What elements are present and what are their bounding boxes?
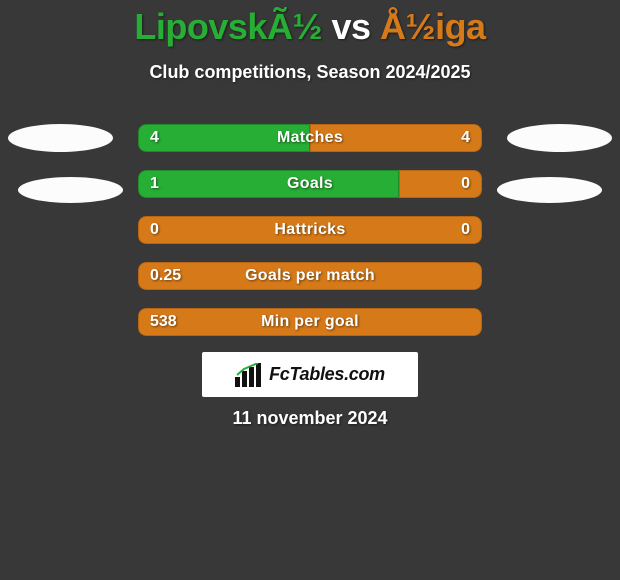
stat-row-matches: 4 Matches 4 bbox=[138, 124, 482, 152]
avatar-placeholder-left-2 bbox=[18, 177, 123, 203]
stat-label: Hattricks bbox=[138, 216, 482, 244]
title-player1: LipovskÃ½ bbox=[134, 6, 322, 47]
stat-label: Goals bbox=[138, 170, 482, 198]
stat-label: Goals per match bbox=[138, 262, 482, 290]
stats-container: 4 Matches 4 1 Goals 0 0 Hattricks 0 0.25… bbox=[138, 124, 482, 354]
stat-value-right: 0 bbox=[461, 216, 470, 244]
page-title: LipovskÃ½ vs Å½iga bbox=[0, 0, 620, 48]
stat-row-goals: 1 Goals 0 bbox=[138, 170, 482, 198]
stat-label: Matches bbox=[138, 124, 482, 152]
subtitle: Club competitions, Season 2024/2025 bbox=[0, 62, 620, 83]
chart-icon bbox=[235, 363, 263, 387]
title-player2: Å½iga bbox=[380, 6, 486, 47]
stat-value-right: 0 bbox=[461, 170, 470, 198]
brand-link[interactable]: FcTables.com bbox=[202, 352, 418, 397]
avatar-placeholder-right-2 bbox=[497, 177, 602, 203]
stat-row-min-per-goal: 538 Min per goal bbox=[138, 308, 482, 336]
stat-value-right: 4 bbox=[461, 124, 470, 152]
title-vs: vs bbox=[331, 6, 370, 47]
avatar-placeholder-left-1 bbox=[8, 124, 113, 152]
avatar-placeholder-right-1 bbox=[507, 124, 612, 152]
footer-date: 11 november 2024 bbox=[0, 408, 620, 429]
brand-text: FcTables.com bbox=[269, 364, 385, 385]
stat-row-goals-per-match: 0.25 Goals per match bbox=[138, 262, 482, 290]
stat-label: Min per goal bbox=[138, 308, 482, 336]
stat-row-hattricks: 0 Hattricks 0 bbox=[138, 216, 482, 244]
